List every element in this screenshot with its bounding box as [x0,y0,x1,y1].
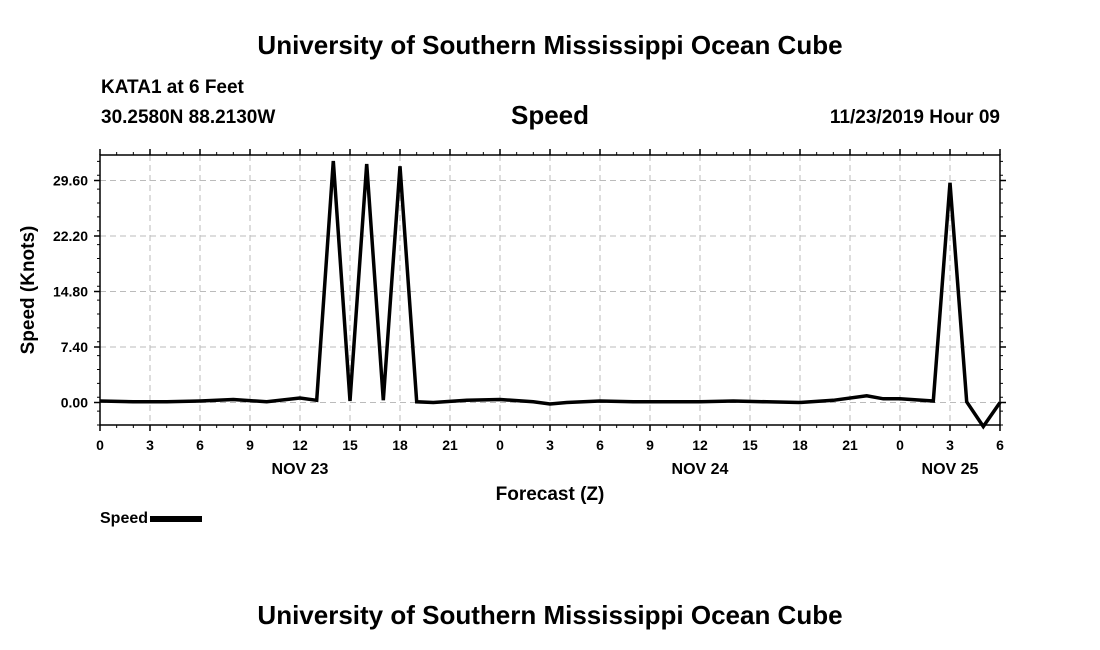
x-tick-label: 6 [596,437,604,453]
date-label: NOV 25 [922,461,979,478]
y-tick-label: 22.20 [53,228,88,244]
x-tick-label: 0 [496,437,504,453]
x-tick-label: 6 [196,437,204,453]
legend-swatch [150,515,203,522]
x-tick-label: 0 [896,437,904,453]
date-label: NOV 23 [272,461,329,478]
x-tick-label: 3 [946,437,954,453]
series-line-speed [99,160,1002,430]
variable-name: Speed [510,100,590,130]
y-tick-label: 14.80 [53,284,88,300]
x-tick-label: 12 [692,437,708,453]
x-tick-label: 0 [96,437,104,453]
y-tick-label: 0.00 [61,395,88,411]
x-tick-label: 9 [646,437,654,453]
station-label: KATA1 at 6 Feet [101,77,244,98]
x-tick-label: 15 [342,437,358,453]
footer-title: University of Southern Mississippi Ocean… [257,600,843,630]
x-tick-label: 15 [742,437,758,453]
x-tick-label: 9 [246,437,254,453]
chart-title: University of Southern Mississippi Ocean… [257,30,843,60]
x-tick-label: 18 [792,437,808,453]
x-tick-label: 6 [996,437,1004,453]
x-axis-title: Forecast (Z) [496,484,605,505]
x-tick-label: 18 [392,437,408,453]
x-tick-label: 21 [442,437,458,453]
station-coordinates: 30.2580N 88.2130W [101,107,276,128]
legend-label: Speed [100,510,149,527]
x-tick-label: 21 [842,437,858,453]
y-tick-label: 29.60 [53,173,88,189]
y-tick-label: 7.40 [61,339,88,355]
x-tick-label: 3 [146,437,154,453]
forecast-datetime: 11/23/2019 Hour 09 [829,107,1000,128]
plot-frame [99,154,1001,426]
date-label: NOV 24 [672,461,729,478]
legend: Speed [100,510,203,528]
y-axis-title: Speed (Knots) [18,226,39,355]
x-tick-label: 3 [546,437,554,453]
x-tick-label: 12 [292,437,308,453]
